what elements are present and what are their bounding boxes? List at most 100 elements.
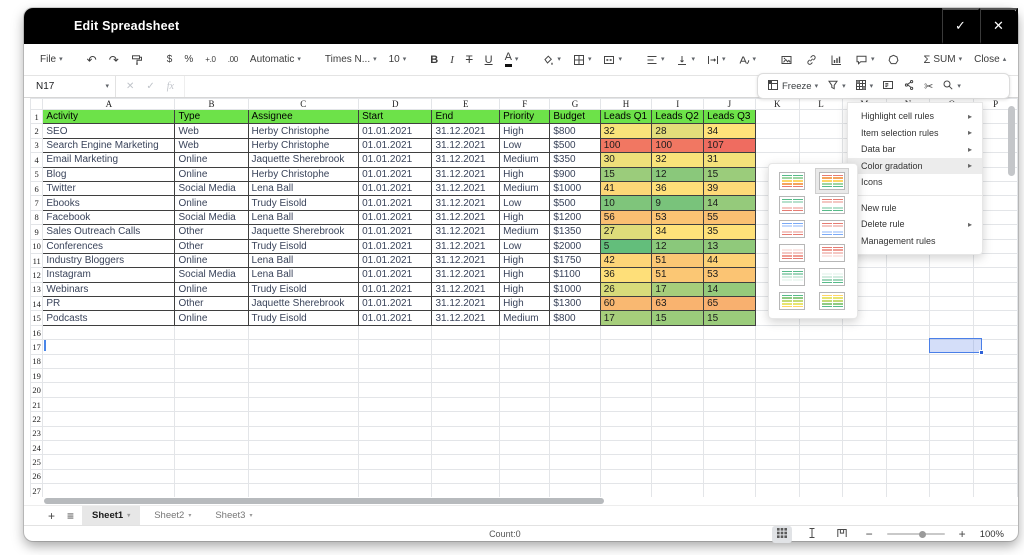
cell-o24[interactable] xyxy=(929,440,975,456)
cell-p18[interactable] xyxy=(973,354,1018,370)
cell-m24[interactable] xyxy=(842,440,887,456)
cell-o19[interactable] xyxy=(929,368,975,384)
cell-p5[interactable] xyxy=(973,167,1018,182)
row-header-23[interactable]: 23 xyxy=(29,425,44,441)
cell-b15[interactable]: Online xyxy=(174,310,249,326)
cell-g3[interactable]: $500 xyxy=(549,137,601,154)
cell-a7[interactable]: Ebooks xyxy=(42,195,176,211)
text-rotation-button[interactable]: ▾ xyxy=(734,52,761,68)
gradient-swatch-green-yellow-red[interactable] xyxy=(779,172,805,190)
cell-c12[interactable]: Lena Ball xyxy=(247,267,360,283)
cell-l19[interactable] xyxy=(799,368,844,384)
cell-b21[interactable] xyxy=(174,397,249,413)
cell-c6[interactable]: Lena Ball xyxy=(247,180,360,197)
cell-b25[interactable] xyxy=(174,454,249,470)
column-header-e[interactable]: E xyxy=(431,98,501,110)
column-header-g[interactable]: G xyxy=(549,98,601,110)
cell-b22[interactable] xyxy=(174,411,249,427)
gradient-swatch-white-red[interactable] xyxy=(779,244,805,262)
percent-format-button[interactable]: % xyxy=(180,52,197,67)
cell-g14[interactable]: $1300 xyxy=(549,296,601,312)
sum-function-dropdown[interactable]: Σ SUM ▾ xyxy=(920,52,967,68)
row-header-6[interactable]: 6 xyxy=(29,180,44,197)
number-format-dropdown[interactable]: Automatic ▾ xyxy=(246,52,305,67)
search-button[interactable]: ▾ xyxy=(942,79,961,94)
row-header-25[interactable]: 25 xyxy=(29,454,44,470)
row-header-24[interactable]: 24 xyxy=(29,439,44,456)
cell-j13[interactable]: 14 xyxy=(703,281,756,298)
cell-b23[interactable] xyxy=(174,426,249,441)
cell-k27[interactable] xyxy=(755,483,800,497)
cell-j25[interactable] xyxy=(703,454,756,470)
cell-b6[interactable]: Social Media xyxy=(174,180,249,197)
tab-sheet1[interactable]: Sheet1 ▾ xyxy=(82,506,141,525)
cell-i22[interactable] xyxy=(651,411,705,427)
filter-button[interactable]: ▾ xyxy=(827,79,846,94)
cell-n25[interactable] xyxy=(886,454,931,470)
cell-b8[interactable]: Social Media xyxy=(174,209,249,226)
cell-o13[interactable] xyxy=(929,282,975,298)
cell-k18[interactable] xyxy=(755,354,800,370)
cell-a23[interactable] xyxy=(42,426,176,441)
add-sheet-button[interactable]: + xyxy=(44,509,59,523)
row-header-9[interactable]: 9 xyxy=(29,224,44,240)
cell-p22[interactable] xyxy=(973,411,1018,427)
cell-d23[interactable] xyxy=(358,426,433,441)
text-wrap-button[interactable]: ▾ xyxy=(703,52,730,68)
cell-h27[interactable] xyxy=(600,483,653,497)
cell-c16[interactable] xyxy=(248,325,360,341)
row-header-19[interactable]: 19 xyxy=(29,368,44,384)
cell-j20[interactable] xyxy=(703,382,756,398)
cell-g27[interactable] xyxy=(549,483,601,497)
cell-e15[interactable]: 31.12.2021 xyxy=(431,310,501,326)
column-header-f[interactable]: F xyxy=(499,98,551,110)
cell-f7[interactable]: Low xyxy=(499,195,551,211)
cell-g13[interactable]: $1000 xyxy=(549,281,601,298)
cell-a1[interactable]: Activity xyxy=(42,108,176,125)
text-cursor-button[interactable] xyxy=(802,526,822,543)
row-header-5[interactable]: 5 xyxy=(29,166,44,182)
cell-f24[interactable] xyxy=(499,440,551,456)
cell-c22[interactable] xyxy=(248,411,360,427)
cell-p6[interactable] xyxy=(973,181,1018,197)
fill-handle[interactable] xyxy=(979,350,984,355)
cell-e4[interactable]: 31.12.2021 xyxy=(431,152,501,168)
underline-button[interactable]: U xyxy=(481,52,497,68)
decrease-decimal-button[interactable]: .00 xyxy=(224,53,242,66)
cell-i13[interactable]: 17 xyxy=(651,281,705,298)
cell-h16[interactable] xyxy=(600,325,653,341)
cell-n12[interactable] xyxy=(886,267,931,283)
cell-d8[interactable]: 01.01.2021 xyxy=(358,209,433,226)
cell-e14[interactable]: 31.12.2021 xyxy=(431,296,501,312)
cell-b12[interactable]: Social Media xyxy=(174,267,249,283)
cell-e26[interactable] xyxy=(431,469,501,485)
cell-m19[interactable] xyxy=(842,368,887,384)
cell-f13[interactable]: High xyxy=(499,281,551,298)
row-header-21[interactable]: 21 xyxy=(29,396,44,413)
cell-a24[interactable] xyxy=(42,440,176,456)
grid-corner[interactable] xyxy=(29,98,44,110)
cell-a6[interactable]: Twitter xyxy=(42,180,176,197)
cell-e22[interactable] xyxy=(431,411,501,427)
cell-l21[interactable] xyxy=(799,397,844,413)
cell-l24[interactable] xyxy=(799,440,844,456)
cell-m26[interactable] xyxy=(842,469,887,485)
cell-i25[interactable] xyxy=(651,454,705,470)
row-header-13[interactable]: 13 xyxy=(29,281,44,298)
menu-item-highlight-cell-rules[interactable]: Highlight cell rules ▸ xyxy=(848,108,982,125)
cell-d6[interactable]: 01.01.2021 xyxy=(358,180,433,197)
cell-j9[interactable]: 35 xyxy=(703,224,756,240)
cell-m18[interactable] xyxy=(842,354,887,370)
cell-d20[interactable] xyxy=(358,382,433,398)
cell-a27[interactable] xyxy=(42,483,176,497)
cell-h10[interactable]: 5 xyxy=(599,238,653,254)
cell-f12[interactable]: High xyxy=(499,267,551,283)
cell-p10[interactable] xyxy=(973,239,1018,254)
cell-f1[interactable]: Priority xyxy=(499,108,551,125)
tab-sheet2[interactable]: Sheet2 ▾ xyxy=(154,510,192,521)
cell-o15[interactable] xyxy=(929,310,975,326)
cell-p25[interactable] xyxy=(973,454,1018,470)
cell-j4[interactable]: 31 xyxy=(703,152,756,168)
cell-j23[interactable] xyxy=(703,426,756,441)
cell-b24[interactable] xyxy=(174,440,249,456)
